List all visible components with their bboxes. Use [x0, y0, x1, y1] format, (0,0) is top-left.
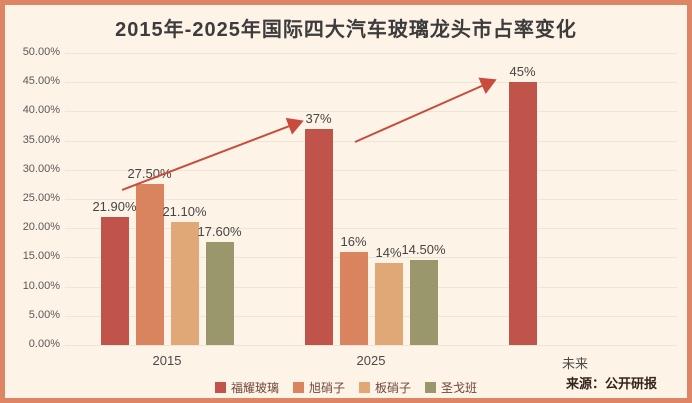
y-tick-label: 30.00%	[22, 162, 60, 175]
bar-value-label: 27.50%	[127, 166, 172, 182]
y-tick-label: 10.00%	[22, 279, 60, 292]
bar-value-label: 14.50%	[401, 242, 446, 258]
y-tick-label: 35.00%	[22, 133, 60, 146]
x-tick-label: 2015	[152, 353, 182, 368]
legend: 福耀玻璃 旭硝子 板硝子 圣戈班	[5, 379, 687, 396]
bar	[374, 263, 403, 345]
gridline	[65, 199, 677, 200]
gridline	[65, 228, 677, 230]
bar-value-label: 37%	[305, 110, 332, 126]
x-tick-label: 2025	[356, 353, 386, 368]
legend-item: 圣戈班	[425, 379, 477, 396]
y-tick-label: 15.00%	[22, 250, 60, 263]
bar-value-label: 21.90%	[92, 199, 137, 215]
legend-label: 板硝子	[375, 381, 412, 395]
bar	[100, 217, 129, 345]
gridline	[65, 286, 677, 288]
y-tick-label: 5.00%	[28, 308, 60, 321]
bar	[409, 260, 438, 345]
legend-swatch	[425, 382, 437, 393]
gridline	[65, 169, 677, 171]
legend-item: 福耀玻璃	[214, 379, 279, 396]
gridline	[65, 53, 677, 54]
y-tick-label: 45.00%	[22, 75, 60, 88]
legend-label: 旭硝子	[308, 381, 345, 395]
x-tick-label: 未来	[561, 356, 588, 371]
legend-item: 旭硝子	[292, 379, 345, 396]
chart-title: 2015年-2025年国际四大汽车玻璃龙头市占率变化	[115, 19, 577, 41]
y-tick-label: 40.00%	[22, 104, 60, 117]
bar	[170, 221, 199, 345]
legend-swatch	[292, 382, 304, 393]
legend-swatch	[214, 382, 226, 393]
bar-value-label: 17.60%	[197, 224, 242, 240]
bar	[508, 82, 537, 345]
gridline	[65, 140, 677, 142]
bar	[135, 184, 164, 345]
y-axis: 0.00% 5.00% 10.00% 15.00% 20.00% 25.00% 30.00%…	[5, 5, 60, 398]
y-tick-label: 25.00%	[22, 192, 60, 204]
gridline	[65, 257, 677, 259]
plot-area: 2015 21.90% 27.50% 21.10% 17.60% 2025 37% 16% 14…	[65, 53, 677, 371]
bar-value-label: 14%	[375, 245, 402, 261]
legend-label: 福耀玻璃	[230, 381, 279, 395]
bar	[304, 128, 333, 345]
gridline	[65, 111, 677, 113]
gridline	[65, 82, 677, 84]
y-tick-label: 20.00%	[22, 221, 60, 234]
bar-value-label: 16%	[340, 233, 367, 249]
legend-swatch	[359, 382, 370, 393]
gridline	[65, 315, 677, 317]
legend-item: 板硝子	[359, 379, 411, 396]
bar	[205, 242, 234, 345]
bar-value-label: 45%	[509, 64, 536, 80]
source-note: 来源：公开研报	[565, 376, 657, 391]
bar-value-label: 21.10%	[162, 203, 207, 219]
y-tick-label: 50.00%	[22, 46, 60, 58]
gridline	[65, 345, 677, 346]
y-tick-label: 0.00%	[28, 338, 60, 350]
bar	[339, 251, 368, 345]
legend-label: 圣戈班	[441, 381, 478, 395]
